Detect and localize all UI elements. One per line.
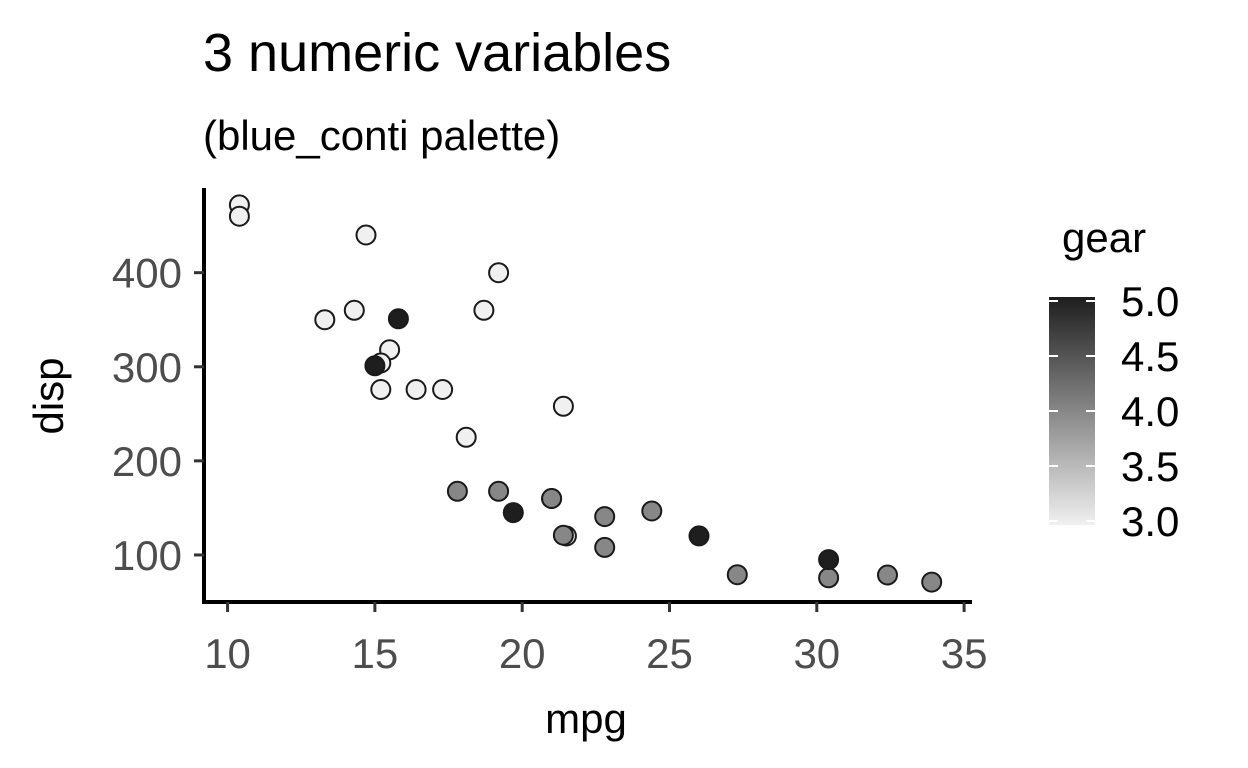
data-point xyxy=(473,299,495,321)
data-point xyxy=(355,224,377,246)
data-point xyxy=(488,480,510,502)
points-layer xyxy=(228,194,943,593)
y-tick-label: 300 xyxy=(112,344,182,391)
legend-title: gear xyxy=(1062,214,1146,261)
data-point xyxy=(541,488,563,509)
legend-tick-label: 5.0 xyxy=(1121,278,1179,325)
data-point xyxy=(343,299,365,321)
y-axis-title: disp xyxy=(25,357,72,434)
y-tick-label: 200 xyxy=(112,438,182,485)
data-point xyxy=(818,567,840,589)
data-point xyxy=(446,480,468,502)
x-tick-label: 15 xyxy=(352,630,399,677)
data-point xyxy=(370,379,392,400)
data-point xyxy=(455,426,477,448)
y-tick-label: 400 xyxy=(112,250,182,297)
data-point xyxy=(688,525,710,547)
legend-tick-label: 3.5 xyxy=(1121,443,1179,490)
data-point xyxy=(432,379,454,400)
data-point xyxy=(314,309,336,331)
x-tick-label: 35 xyxy=(941,630,988,677)
chart-title: 3 numeric variables xyxy=(203,23,672,83)
x-tick-label: 30 xyxy=(793,630,840,677)
legend-tick-label: 3.0 xyxy=(1121,498,1179,545)
data-point xyxy=(488,262,510,284)
x-tick-label: 20 xyxy=(499,630,546,677)
data-point xyxy=(387,308,409,330)
data-point xyxy=(594,536,616,558)
data-point xyxy=(921,571,943,593)
legend: gear 5.0 4.5 4.0 3.5 3.0 xyxy=(1049,214,1179,545)
data-point xyxy=(877,564,898,586)
data-point xyxy=(594,506,616,528)
data-point xyxy=(364,355,386,377)
x-axis-title: mpg xyxy=(545,695,627,742)
legend-tick-label: 4.5 xyxy=(1121,333,1179,380)
data-point xyxy=(405,379,427,400)
data-point xyxy=(552,395,574,417)
data-point xyxy=(502,502,524,524)
data-point xyxy=(641,500,663,522)
y-tick-label: 100 xyxy=(112,532,182,579)
chart-subtitle: (blue_conti palette) xyxy=(203,112,561,159)
data-point xyxy=(552,524,574,546)
x-axis-ticks: 10 15 20 25 30 35 xyxy=(204,602,987,677)
data-point xyxy=(228,205,250,227)
x-tick-label: 10 xyxy=(204,630,251,677)
legend-tick-label: 4.0 xyxy=(1121,388,1179,435)
legend-ticks: 5.0 4.5 4.0 3.5 3.0 xyxy=(1049,278,1179,545)
y-axis-ticks: 100 200 300 400 xyxy=(112,250,204,579)
x-tick-label: 25 xyxy=(646,630,693,677)
data-point xyxy=(818,549,840,571)
data-point xyxy=(726,564,748,586)
